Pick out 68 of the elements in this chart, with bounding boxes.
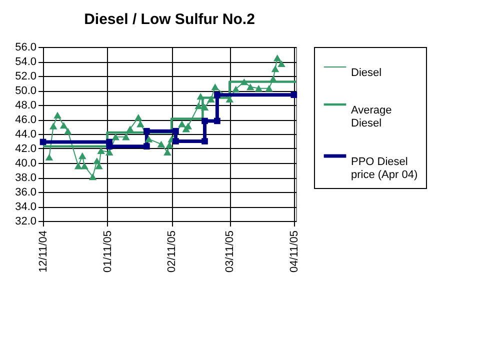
x-tick-label: 04/11/05 [288, 230, 300, 273]
point [172, 138, 179, 144]
point [78, 152, 86, 160]
y-tick-label: 50.0 [15, 85, 36, 97]
point [232, 86, 240, 92]
point [74, 162, 82, 170]
point [105, 148, 114, 156]
y-tick-label: 56.0 [15, 42, 36, 54]
point [64, 128, 72, 134]
point [207, 96, 215, 103]
point [122, 134, 130, 140]
point [202, 138, 208, 144]
y-tick-label: 36.0 [15, 186, 36, 198]
y-tick-label: 32.0 [15, 216, 36, 228]
point [54, 112, 62, 119]
point [265, 84, 273, 92]
point [80, 162, 88, 170]
point [144, 136, 153, 142]
point [273, 54, 282, 62]
point [60, 122, 68, 129]
point [246, 84, 254, 90]
point [45, 154, 54, 161]
point [278, 60, 286, 68]
point [106, 143, 113, 150]
y-tick-label: 34.0 [15, 201, 36, 213]
point [164, 148, 172, 156]
y-tick-label: 54.0 [15, 56, 36, 68]
x-tick-label: 01/11/05 [102, 230, 114, 273]
point [271, 65, 280, 72]
y-tick-label: 44.0 [15, 128, 36, 140]
point [290, 92, 298, 98]
point [49, 122, 58, 130]
point [136, 120, 144, 128]
point [211, 84, 219, 90]
point [157, 140, 166, 148]
point [178, 120, 186, 128]
point [144, 143, 150, 150]
point [97, 147, 105, 154]
point [202, 118, 208, 124]
y-tick-label: 42.0 [15, 143, 36, 155]
point [144, 128, 150, 134]
x-tick-label: 12/11/04 [38, 230, 50, 273]
point [194, 102, 202, 110]
point [112, 134, 120, 140]
point [214, 92, 220, 98]
x-tick-label: 02/11/05 [166, 230, 178, 273]
point [88, 173, 97, 180]
point [214, 118, 220, 124]
chart-title: Diesel / Low Sulfur No.2 [84, 11, 255, 28]
y-tick-label: 48.0 [15, 100, 36, 112]
x-tick-label: 03/11/05 [224, 230, 236, 273]
point [166, 142, 174, 148]
y-tick-label: 40.0 [15, 158, 36, 170]
point [40, 138, 46, 146]
legend-label: PPO Diesel price (Apr 04) [351, 156, 418, 181]
legend-label: Diesel [351, 67, 382, 79]
point [240, 78, 248, 86]
point [172, 128, 179, 134]
y-tick-label: 46.0 [15, 114, 36, 126]
point [200, 104, 209, 111]
y-tick-label: 52.0 [15, 70, 36, 82]
point [254, 84, 263, 92]
y-tick-label: 38.0 [15, 172, 36, 184]
point [226, 96, 234, 103]
point [134, 114, 142, 121]
point [196, 92, 204, 100]
legend-label: Average Diesel [351, 104, 392, 130]
point [126, 126, 134, 132]
